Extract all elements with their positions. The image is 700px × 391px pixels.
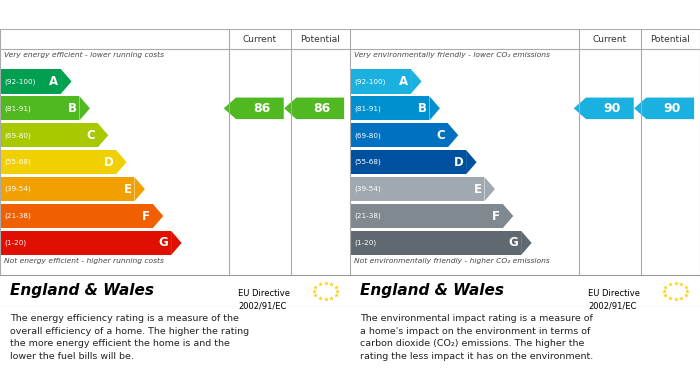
Text: (81-91): (81-91) — [4, 105, 31, 111]
FancyBboxPatch shape — [350, 204, 503, 228]
FancyBboxPatch shape — [0, 96, 79, 120]
Text: D: D — [454, 156, 463, 169]
Text: Current: Current — [593, 34, 627, 43]
Text: G: G — [159, 237, 168, 249]
Text: E: E — [124, 183, 132, 196]
Text: A: A — [49, 75, 58, 88]
Polygon shape — [171, 231, 181, 255]
Polygon shape — [521, 231, 531, 255]
Text: 86: 86 — [314, 102, 330, 115]
Polygon shape — [284, 98, 344, 119]
Text: A: A — [399, 75, 408, 88]
Text: C: C — [436, 129, 445, 142]
Text: (69-80): (69-80) — [4, 132, 31, 138]
Polygon shape — [448, 123, 458, 147]
Text: B: B — [68, 102, 76, 115]
FancyBboxPatch shape — [0, 150, 116, 174]
FancyBboxPatch shape — [350, 69, 411, 93]
Text: Very energy efficient - lower running costs: Very energy efficient - lower running co… — [4, 52, 164, 58]
FancyBboxPatch shape — [350, 231, 521, 255]
Text: (39-54): (39-54) — [4, 186, 31, 192]
Text: (69-80): (69-80) — [354, 132, 381, 138]
Text: Not energy efficient - higher running costs: Not energy efficient - higher running co… — [4, 258, 163, 264]
Text: 86: 86 — [253, 102, 270, 115]
Text: Very environmentally friendly - lower CO₂ emissions: Very environmentally friendly - lower CO… — [354, 52, 550, 58]
Polygon shape — [574, 98, 634, 119]
Text: (55-68): (55-68) — [354, 159, 381, 165]
Text: England & Wales: England & Wales — [10, 283, 155, 298]
Text: England & Wales: England & Wales — [360, 283, 505, 298]
FancyBboxPatch shape — [0, 123, 98, 147]
Text: (21-38): (21-38) — [354, 213, 381, 219]
Text: (81-91): (81-91) — [354, 105, 381, 111]
Text: (92-100): (92-100) — [4, 78, 36, 85]
Text: 90: 90 — [664, 102, 680, 115]
FancyBboxPatch shape — [350, 96, 429, 120]
Text: D: D — [104, 156, 113, 169]
Text: Current: Current — [243, 34, 277, 43]
Polygon shape — [134, 177, 145, 201]
Text: (92-100): (92-100) — [354, 78, 386, 85]
FancyBboxPatch shape — [0, 231, 171, 255]
Text: B: B — [418, 102, 426, 115]
Text: Potential: Potential — [300, 34, 340, 43]
Text: C: C — [86, 129, 95, 142]
Text: (21-38): (21-38) — [4, 213, 31, 219]
Text: F: F — [492, 210, 500, 222]
Polygon shape — [153, 204, 163, 228]
FancyBboxPatch shape — [350, 123, 448, 147]
Text: Not environmentally friendly - higher CO₂ emissions: Not environmentally friendly - higher CO… — [354, 258, 550, 264]
Text: F: F — [142, 210, 150, 222]
FancyBboxPatch shape — [350, 177, 484, 201]
Polygon shape — [79, 96, 90, 120]
Text: Environmental Impact (CO₂) Rating: Environmental Impact (CO₂) Rating — [358, 8, 621, 21]
Text: (55-68): (55-68) — [4, 159, 31, 165]
Polygon shape — [61, 69, 71, 93]
Polygon shape — [98, 123, 108, 147]
Polygon shape — [484, 177, 495, 201]
Polygon shape — [224, 98, 284, 119]
Text: The environmental impact rating is a measure of
a home's impact on the environme: The environmental impact rating is a mea… — [360, 314, 594, 361]
Text: Energy Efficiency Rating: Energy Efficiency Rating — [8, 8, 192, 21]
Polygon shape — [429, 96, 440, 120]
Polygon shape — [466, 150, 477, 174]
Text: E: E — [474, 183, 482, 196]
FancyBboxPatch shape — [350, 150, 466, 174]
Polygon shape — [116, 150, 127, 174]
Text: (1-20): (1-20) — [4, 240, 27, 246]
Polygon shape — [634, 98, 694, 119]
Text: The energy efficiency rating is a measure of the
overall efficiency of a home. T: The energy efficiency rating is a measur… — [10, 314, 250, 361]
Text: Potential: Potential — [650, 34, 690, 43]
Text: EU Directive
2002/91/EC: EU Directive 2002/91/EC — [588, 289, 640, 310]
Text: 90: 90 — [603, 102, 620, 115]
Text: (1-20): (1-20) — [354, 240, 377, 246]
FancyBboxPatch shape — [0, 69, 61, 93]
Polygon shape — [503, 204, 513, 228]
Polygon shape — [411, 69, 421, 93]
Text: (39-54): (39-54) — [354, 186, 381, 192]
Text: G: G — [509, 237, 518, 249]
Text: EU Directive
2002/91/EC: EU Directive 2002/91/EC — [238, 289, 290, 310]
FancyBboxPatch shape — [0, 177, 134, 201]
FancyBboxPatch shape — [0, 204, 153, 228]
